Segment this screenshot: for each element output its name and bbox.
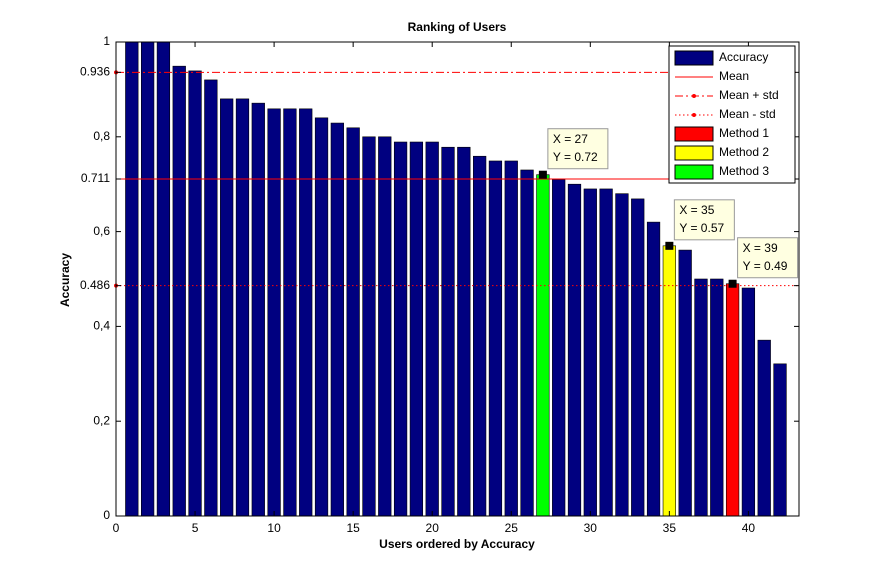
data-tip-box [737, 237, 799, 279]
bar [441, 146, 455, 517]
data-tip-x: X = 27 [553, 132, 588, 146]
bar [552, 179, 566, 517]
x-tick-label: 5 [192, 521, 199, 535]
x-tick-label: 10 [267, 521, 281, 535]
y-tick-label: 0,4 [93, 319, 110, 333]
bar [646, 221, 661, 517]
bar [615, 193, 629, 517]
data-tip-x: X = 35 [679, 203, 714, 217]
bar [473, 155, 487, 517]
legend-label: Mean - std [719, 107, 776, 121]
bar [299, 108, 313, 517]
legend-swatch [674, 145, 714, 161]
bar [314, 117, 329, 517]
bar [251, 102, 265, 517]
legend: Accuracy Mean Mean + std Mean - std Method 1… [668, 45, 796, 184]
bar [425, 141, 439, 517]
y-tick-label: 0 [103, 508, 110, 522]
legend-swatch [674, 164, 714, 180]
data-tip-marker [538, 170, 547, 179]
legend-label: Mean + std [719, 88, 779, 102]
bar [393, 141, 408, 517]
legend-swatch [674, 50, 714, 66]
bar [156, 41, 171, 517]
legend-swatch [674, 126, 714, 142]
bar [710, 278, 724, 517]
x-tick-label: 0 [113, 521, 120, 535]
x-tick-label: 25 [505, 521, 519, 535]
bar [757, 339, 771, 517]
y-tick-label: 0,8 [93, 129, 110, 143]
y-axis-label: Accuracy [58, 253, 72, 307]
data-tip: X = 27 Y = 0.72 [538, 128, 609, 179]
bar [741, 287, 756, 517]
y-tick-label: 0,6 [93, 224, 110, 238]
legend-marker [692, 113, 696, 117]
data-tip-box [547, 128, 609, 170]
bar [378, 136, 392, 517]
bar [536, 174, 550, 517]
data-tip: X = 39 Y = 0.49 [728, 237, 799, 288]
data-tip-box [673, 199, 735, 241]
y-tick-label: 0,2 [93, 413, 110, 427]
bar [125, 41, 139, 517]
y-tick-label: 0.936 [80, 65, 110, 79]
bar [330, 122, 344, 517]
y-tick-label: 0.486 [80, 278, 110, 292]
bar [678, 249, 692, 517]
x-tick-label: 40 [742, 521, 756, 535]
bar [362, 136, 376, 517]
legend-label: Accuracy [719, 50, 768, 64]
bar [504, 160, 518, 517]
bar [204, 79, 218, 517]
bar [346, 127, 360, 517]
bar [583, 188, 597, 517]
bar [599, 188, 613, 517]
bar [172, 65, 186, 517]
x-tick-label: 35 [663, 521, 677, 535]
bar [140, 41, 155, 517]
bar [267, 108, 281, 517]
bar [235, 98, 250, 517]
bar [457, 146, 471, 517]
data-tip-marker [728, 279, 737, 288]
legend-label: Method 1 [719, 126, 769, 140]
bar [567, 183, 582, 517]
bar [662, 245, 676, 517]
y-tick-label: 1 [103, 34, 110, 48]
legend-label: Method 2 [719, 145, 769, 159]
data-tip-y: Y = 0.49 [743, 259, 788, 273]
bar [220, 98, 234, 517]
y-tick-label: 0.711 [81, 171, 110, 185]
x-tick-label: 15 [346, 521, 360, 535]
bar [725, 283, 740, 517]
data-tip-marker [665, 241, 674, 250]
axes-box [115, 41, 800, 517]
x-tick-label: 20 [426, 521, 440, 535]
legend-label: Mean [719, 69, 749, 83]
data-tip-y: Y = 0.57 [679, 221, 724, 235]
bar [409, 141, 424, 517]
legend-label: Method 3 [719, 164, 769, 178]
bar [283, 108, 297, 517]
chart-title: Ranking of Users [408, 20, 507, 34]
bar [694, 278, 708, 517]
x-axis-label: Users ordered by Accuracy [379, 537, 535, 551]
x-tick-label: 30 [584, 521, 598, 535]
legend-marker [692, 94, 696, 98]
bar [520, 169, 534, 517]
bar [773, 363, 787, 517]
data-tip-y: Y = 0.72 [553, 150, 598, 164]
bar [631, 198, 645, 517]
data-tip: X = 35 Y = 0.57 [665, 199, 735, 250]
data-tip-x: X = 39 [743, 241, 778, 255]
bar [488, 160, 503, 517]
bar [188, 70, 202, 517]
